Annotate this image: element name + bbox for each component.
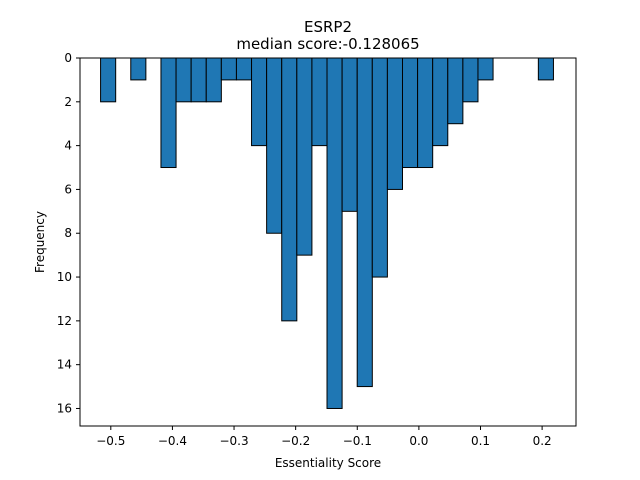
x-tick-label: −0.1 [343, 434, 372, 448]
histogram-bar [130, 57, 147, 81]
y-tick-label: 8 [64, 226, 72, 240]
histogram-bar [160, 57, 177, 169]
x-tick-label: 0.2 [533, 434, 552, 448]
histogram-bar [447, 57, 464, 125]
y-tick-label: 4 [64, 139, 72, 153]
histogram-bar [235, 57, 253, 81]
x-tick-label: −0.2 [281, 434, 310, 448]
y-axis-label: Frequency [33, 211, 47, 273]
y-tick-label: 12 [57, 314, 72, 328]
x-tick-label: −0.4 [158, 434, 187, 448]
histogram-bar [220, 57, 237, 81]
histogram-bar [311, 57, 328, 147]
histogram-bar [341, 57, 358, 212]
histogram-bar [281, 57, 298, 322]
histogram-bar [432, 57, 449, 147]
y-tick-label: 14 [57, 358, 72, 372]
x-tick-label: −0.5 [96, 434, 125, 448]
histogram-bar [386, 57, 403, 190]
y-tick-label: 16 [57, 401, 72, 415]
histogram-bar [251, 57, 268, 147]
histogram-bar [356, 57, 373, 388]
histogram-bar [537, 57, 554, 81]
y-tick-label: 2 [64, 95, 72, 109]
chart-subtitle: median score:-0.128065 [236, 35, 419, 53]
histogram-bar [477, 57, 494, 81]
histogram-bar [100, 57, 117, 103]
histogram-bar [205, 57, 222, 103]
histogram-bar [371, 57, 388, 278]
plot-frame [79, 57, 577, 427]
histogram-bar [417, 57, 434, 169]
x-tick-label: −0.3 [219, 434, 248, 448]
y-tick-label: 10 [57, 270, 72, 284]
histogram-bar [326, 57, 343, 409]
chart-title: ESRP2 [304, 18, 352, 36]
y-axis-ticks: 0 2 4 6 8 10 12 14 16 [57, 51, 80, 415]
histogram-bar [462, 57, 479, 103]
x-axis-ticks: −0.5 −0.4 −0.3 −0.2 −0.1 0.0 0.1 0.2 [96, 426, 552, 448]
x-axis-label: Essentiality Score [275, 456, 381, 470]
y-tick-label: 6 [64, 182, 72, 196]
histogram-bar [296, 57, 313, 256]
x-tick-label: 0.1 [471, 434, 490, 448]
histogram-bar [190, 57, 207, 103]
bars-group [100, 57, 554, 409]
histogram-bar [175, 57, 192, 103]
histogram-bar [401, 57, 419, 169]
y-tick-label: 0 [64, 51, 72, 65]
histogram-bar [266, 57, 283, 234]
x-tick-label: 0.0 [409, 434, 428, 448]
